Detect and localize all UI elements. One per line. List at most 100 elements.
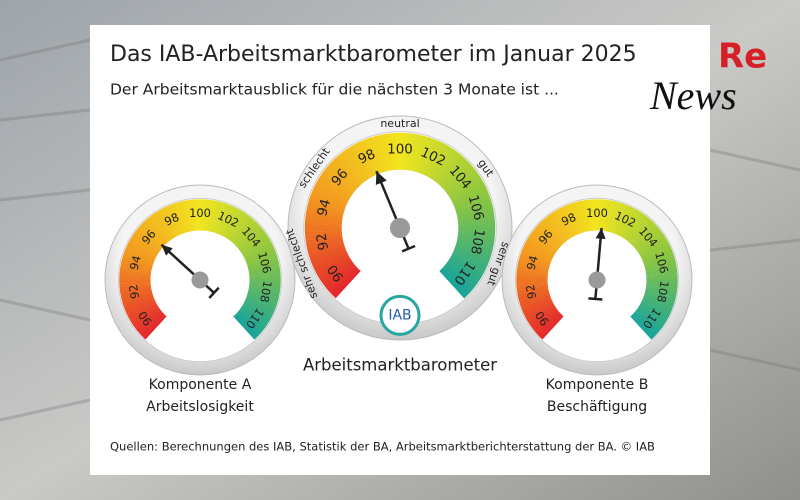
gauge-band: [248, 265, 281, 274]
gauge-band: [119, 286, 152, 295]
gauge-band: [130, 236, 159, 256]
gauge-band: [169, 204, 184, 235]
gauge-band: [306, 237, 344, 249]
gauge-band: [248, 269, 281, 276]
gauge-band: [128, 302, 158, 321]
tick-label: 108: [257, 280, 275, 304]
gauge-band: [120, 262, 152, 272]
gauge-band: [248, 284, 281, 291]
badge: IAB: [388, 307, 411, 323]
gauge-band: [246, 252, 278, 266]
gauge-band: [326, 265, 358, 293]
gauge-band: [638, 304, 667, 324]
gauge-band: [456, 203, 493, 216]
gauge-band: [530, 230, 558, 252]
gauge-band: [319, 173, 353, 197]
gauge-band: [636, 230, 664, 252]
gauge-band: [609, 202, 622, 233]
gauge-band: [636, 308, 664, 330]
gauge-band: [407, 133, 417, 171]
gauge-band: [633, 225, 659, 249]
gauge-band: [206, 199, 215, 232]
gauge-band: [315, 254, 350, 276]
gauge-band: [230, 215, 253, 243]
gauge-band: [631, 313, 657, 338]
gauge-band: [521, 248, 552, 264]
gauge-label: Komponente B: [546, 377, 649, 393]
gauge-band: [126, 242, 157, 260]
gauge-band: [572, 201, 585, 233]
gauge-band: [597, 199, 601, 231]
gauge-band: [603, 199, 612, 232]
gauge-band: [522, 245, 553, 262]
gauge-band: [305, 211, 343, 221]
gauge-band: [202, 199, 208, 231]
gauge-band: [417, 137, 433, 174]
gauge-band: [429, 145, 452, 179]
gauge-band: [457, 235, 495, 245]
needle-crossbar: [401, 244, 416, 253]
gauge-band: [249, 282, 281, 288]
gauge-band: [637, 233, 666, 254]
gauge-band: [307, 240, 344, 253]
gauge-band: [526, 304, 556, 324]
tick-label: 90: [135, 308, 155, 328]
gauge-band: [645, 265, 678, 274]
gauge-band: [128, 239, 158, 258]
gauge-band: [566, 204, 581, 235]
gauge-band: [439, 269, 468, 299]
gauge-band: [559, 206, 577, 237]
gauge-band: [644, 255, 676, 268]
gauge-band: [535, 225, 561, 249]
gauge-band: [204, 199, 211, 232]
gauge-band: [422, 140, 441, 176]
gauge-band: [307, 242, 345, 257]
gauge-band: [150, 213, 172, 241]
tick-label: 92: [314, 232, 332, 251]
gauge-band: [240, 233, 269, 254]
gauge-band: [121, 290, 153, 301]
gauge-band: [646, 282, 678, 288]
gauge-band: [645, 284, 678, 291]
gauge-band: [121, 292, 153, 305]
gauge-band: [327, 163, 358, 191]
needle-crossbar: [588, 297, 603, 301]
gauge-band: [142, 314, 167, 340]
gauge-band: [246, 294, 278, 308]
gauge-band: [124, 296, 155, 311]
gauge-band: [415, 136, 429, 173]
gauge-band: [447, 259, 481, 283]
gauge-band: [579, 200, 589, 232]
gauge-band: [519, 294, 551, 308]
gauge-band: [304, 219, 342, 226]
gauge-band: [236, 311, 262, 335]
gauge-band: [391, 132, 398, 170]
gauge-band: [645, 286, 678, 295]
needle-crossbar: [208, 286, 220, 299]
gauge-band: [379, 134, 391, 172]
gauge-band: [119, 276, 151, 280]
gauge-band: [569, 202, 583, 234]
tick-label: 108: [467, 228, 486, 256]
gauge-band: [645, 269, 678, 276]
gauge-band: [237, 228, 265, 251]
gauge-band: [450, 254, 485, 276]
gauge-band: [313, 252, 349, 272]
tick-label: 94: [524, 254, 541, 272]
gauge-band: [582, 199, 591, 232]
gauge-band: [442, 265, 473, 293]
gauge-band: [522, 298, 553, 315]
gauge-band: [586, 199, 593, 232]
gauge-band: [148, 215, 171, 243]
gauge-band: [400, 132, 405, 170]
gauge-band: [446, 261, 478, 287]
gauge-band: [516, 282, 548, 288]
gauge-band: [133, 308, 161, 330]
gauge-band: [553, 209, 573, 239]
gauge-band: [119, 279, 151, 284]
gauge-band: [441, 267, 471, 296]
gauge-band: [165, 205, 182, 236]
gauge-band: [248, 288, 280, 298]
gauge-band: [249, 276, 281, 281]
